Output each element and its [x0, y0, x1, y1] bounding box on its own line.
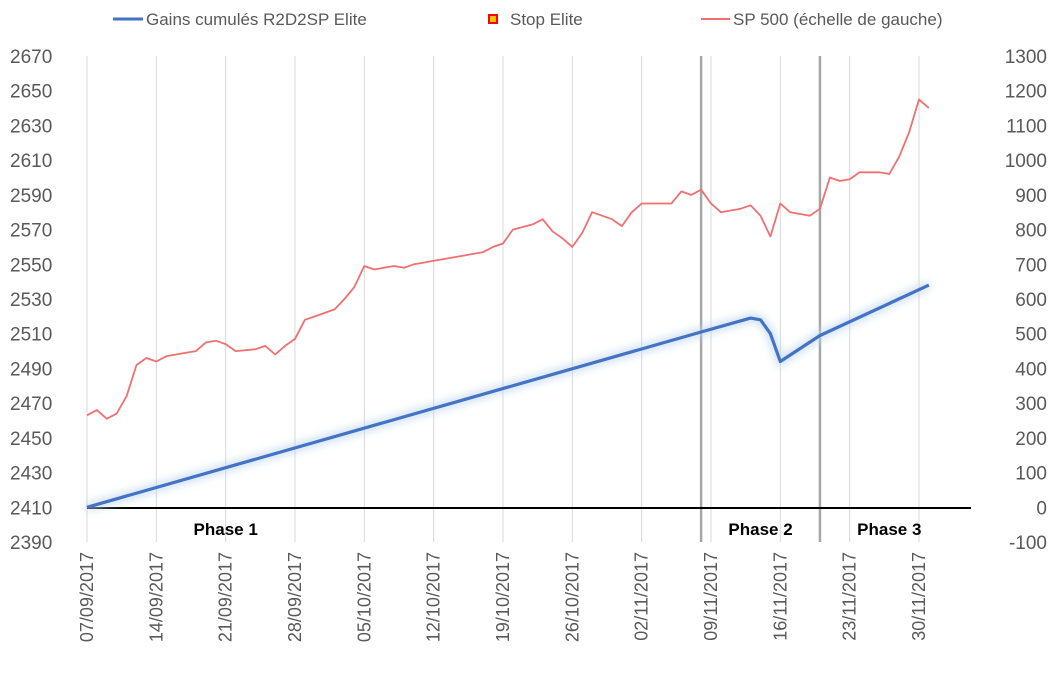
x-axis: 07/09/2017 14/09/2017 21/09/2017 28/09/2017… — [77, 552, 929, 642]
y-left-tick-label: 2450 — [10, 429, 52, 450]
y-right-tick-label: 1300 — [1005, 47, 1047, 68]
y-left-tick-label: 2550 — [10, 255, 52, 276]
legend: Gains cumulés R2D2SP Elite Stop Elite SP… — [113, 10, 943, 29]
y-right-tick-label: 0 — [1036, 498, 1047, 519]
y-left-tick-label: 2390 — [10, 533, 52, 554]
series-line-gains — [86, 283, 930, 509]
series-layer — [85, 98, 931, 512]
y-left-tick-label: 2630 — [10, 116, 52, 137]
left-axis: 2670 2650 2630 2610 2590 2570 2550 2530 2510 2490… — [10, 47, 52, 554]
legend-item-gains: Gains cumulés R2D2SP Elite — [113, 10, 367, 29]
x-tick-label: 23/11/2017 — [840, 552, 860, 641]
gridlines — [86, 56, 920, 542]
legend-label-stop: Stop Elite — [510, 10, 583, 29]
legend-item-sp500: SP 500 (échelle de gauche) — [701, 10, 943, 29]
x-tick-label: 21/09/2017 — [216, 552, 236, 642]
y-left-tick-label: 2430 — [10, 464, 52, 485]
y-right-tick-label: 700 — [1015, 255, 1047, 276]
legend-label-sp500: SP 500 (échelle de gauche) — [733, 10, 943, 29]
y-right-tick-label: 600 — [1015, 290, 1047, 311]
phase-label: Phase 2 — [728, 520, 792, 539]
x-tick-label: 12/10/2017 — [424, 552, 444, 642]
y-right-tick-label: 1100 — [1006, 116, 1047, 137]
series-line-sp500 — [86, 98, 930, 420]
x-tick-label: 05/10/2017 — [354, 552, 374, 642]
x-tick-label: 09/11/2017 — [701, 552, 721, 641]
phase-markers — [699, 56, 822, 542]
y-right-tick-label: 100 — [1015, 464, 1047, 485]
x-tick-label: 30/11/2017 — [909, 552, 929, 641]
legend-swatch-stop — [488, 14, 498, 24]
y-right-tick-label: 1000 — [1005, 151, 1047, 172]
phase-label: Phase 3 — [857, 520, 921, 539]
y-right-tick-label: -100 — [1009, 533, 1047, 554]
y-left-tick-label: 2410 — [10, 498, 52, 519]
right-axis: 1300120011001000900800700600500400300200… — [1005, 47, 1047, 554]
y-left-tick-label: 2570 — [10, 221, 52, 242]
phase-labels: Phase 1 Phase 2 Phase 3 — [194, 520, 922, 539]
x-tick-label: 26/10/2017 — [562, 552, 582, 642]
y-left-tick-label: 2530 — [10, 290, 52, 311]
x-tick-label: 02/11/2017 — [632, 552, 652, 641]
legend-label-gains: Gains cumulés R2D2SP Elite — [146, 10, 367, 29]
y-left-tick-label: 2510 — [10, 325, 52, 346]
x-tick-label: 16/11/2017 — [770, 552, 790, 641]
series-glow-gains — [85, 281, 931, 512]
y-right-tick-label: 200 — [1015, 429, 1047, 450]
y-left-tick-label: 2490 — [10, 359, 52, 380]
x-tick-label: 19/10/2017 — [493, 552, 513, 642]
x-tick-label: 14/09/2017 — [146, 552, 166, 642]
phase-label: Phase 1 — [194, 520, 258, 539]
y-left-tick-label: 2470 — [10, 394, 52, 415]
y-left-tick-label: 2670 — [10, 47, 52, 68]
y-right-tick-label: 400 — [1015, 359, 1047, 380]
y-left-tick-label: 2650 — [10, 82, 52, 103]
y-right-tick-label: 500 — [1015, 325, 1047, 346]
y-left-tick-label: 2590 — [10, 186, 52, 207]
x-tick-label: 28/09/2017 — [285, 552, 305, 642]
legend-item-stop: Stop Elite — [488, 10, 583, 29]
y-right-tick-label: 1200 — [1005, 82, 1047, 103]
y-left-tick-label: 2610 — [10, 151, 52, 172]
y-right-tick-label: 300 — [1015, 394, 1047, 415]
y-right-tick-label: 900 — [1015, 186, 1047, 207]
x-tick-label: 07/09/2017 — [77, 552, 97, 642]
y-right-tick-label: 800 — [1015, 221, 1047, 242]
